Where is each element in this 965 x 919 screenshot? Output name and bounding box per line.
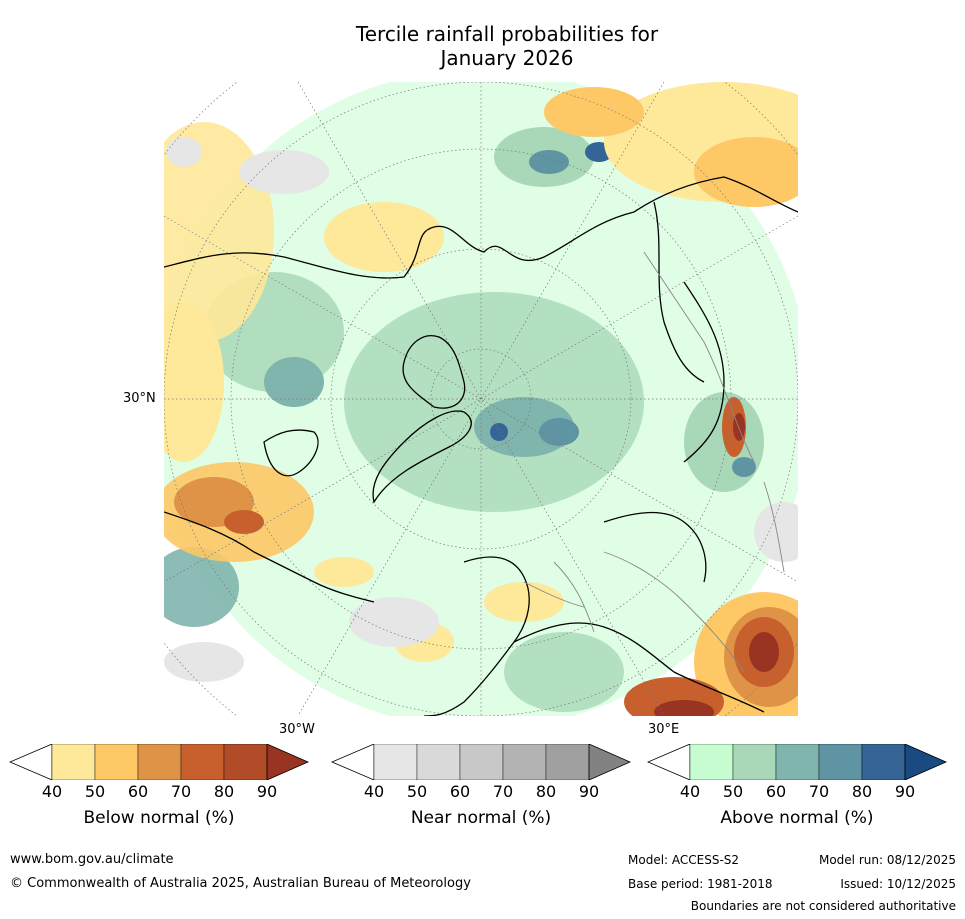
- polar-map: [164, 82, 798, 716]
- tick-label: 50: [84, 782, 106, 801]
- colorbar-above-swatches: [647, 744, 947, 780]
- colorbar-above-ticks: 40 50 60 70 80 90: [647, 782, 947, 802]
- coastlines: [164, 176, 798, 716]
- colorbar-swatch: [373, 744, 418, 780]
- lon-label-30w: 30°W: [279, 722, 315, 737]
- colorbar-below-swatches: [9, 744, 309, 780]
- tick-label: 60: [127, 782, 149, 801]
- colorbar-extend-low: [331, 744, 375, 780]
- colorbar-swatch: [545, 744, 590, 780]
- model-run: Model run: 08/12/2025: [818, 853, 956, 867]
- colorbar-swatch: [689, 744, 734, 780]
- tick-label: 90: [894, 782, 916, 801]
- title-line-1: Tercile rainfall probabilities for: [355, 22, 659, 46]
- colorbar-above-normal: [647, 744, 947, 834]
- map-canvas: [164, 82, 798, 716]
- tick-label: 50: [722, 782, 744, 801]
- colorbar-swatch: [502, 744, 547, 780]
- colorbar-extend-low: [9, 744, 53, 780]
- tick-label: 70: [492, 782, 514, 801]
- colorbar-swatch: [137, 744, 182, 780]
- tick-label: 90: [578, 782, 600, 801]
- colorbar-swatch: [180, 744, 225, 780]
- colorbar-swatch: [94, 744, 139, 780]
- tick-label: 60: [449, 782, 471, 801]
- website-link[interactable]: www.bom.gov.au/climate: [10, 852, 174, 867]
- colorbar-below-ticks: 40 50 60 70 80 90: [9, 782, 309, 802]
- issued-date: Issued: 10/12/2025: [840, 877, 956, 891]
- map-title: Tercile rainfall probabilities for Janua…: [0, 22, 965, 70]
- colorbar-near-normal: [331, 744, 631, 834]
- tick-label: 60: [765, 782, 787, 801]
- title-line-2: January 2026: [440, 46, 574, 70]
- colorbar-near-ticks: 40 50 60 70 80 90: [331, 782, 631, 802]
- colorbar-extend-low: [647, 744, 691, 780]
- colorbar-swatch: [416, 744, 461, 780]
- tick-label: 50: [406, 782, 428, 801]
- graticule: [164, 82, 798, 716]
- tick-label: 80: [851, 782, 873, 801]
- colorbar-above-label: Above normal (%): [720, 808, 874, 828]
- tick-label: 70: [170, 782, 192, 801]
- tick-label: 70: [808, 782, 830, 801]
- colorbar-near-label: Near normal (%): [410, 808, 552, 828]
- tick-label: 40: [679, 782, 701, 801]
- tick-label: 80: [213, 782, 235, 801]
- copyright-text: © Commonwealth of Australia 2025, Austra…: [10, 876, 471, 891]
- colorbar-below-label: Below normal (%): [83, 808, 235, 828]
- colorbar-below-normal: [9, 744, 309, 834]
- colorbar-swatch: [818, 744, 863, 780]
- colorbar-swatch: [861, 744, 906, 780]
- colorbar-near-swatches: [331, 744, 631, 780]
- colorbar-swatch: [732, 744, 777, 780]
- colorbar-swatch: [223, 744, 268, 780]
- colorbar-swatch: [51, 744, 96, 780]
- boundaries-note: Boundaries are not considered authoritat…: [690, 899, 956, 913]
- boundaries: [523, 251, 785, 673]
- colorbar-extend-high: [588, 744, 631, 780]
- colorbar-swatch: [775, 744, 820, 780]
- colorbar-extend-high: [266, 744, 309, 780]
- base-period: Base period: 1981-2018: [628, 877, 773, 891]
- tick-label: 90: [256, 782, 278, 801]
- tick-label: 40: [363, 782, 385, 801]
- lat-label-30n: 30°N: [123, 391, 156, 406]
- tick-label: 80: [535, 782, 557, 801]
- model-name: Model: ACCESS-S2: [628, 853, 740, 867]
- lon-label-30e: 30°E: [648, 722, 680, 737]
- tick-label: 40: [41, 782, 63, 801]
- colorbar-swatch: [459, 744, 504, 780]
- colorbar-extend-high: [904, 744, 947, 780]
